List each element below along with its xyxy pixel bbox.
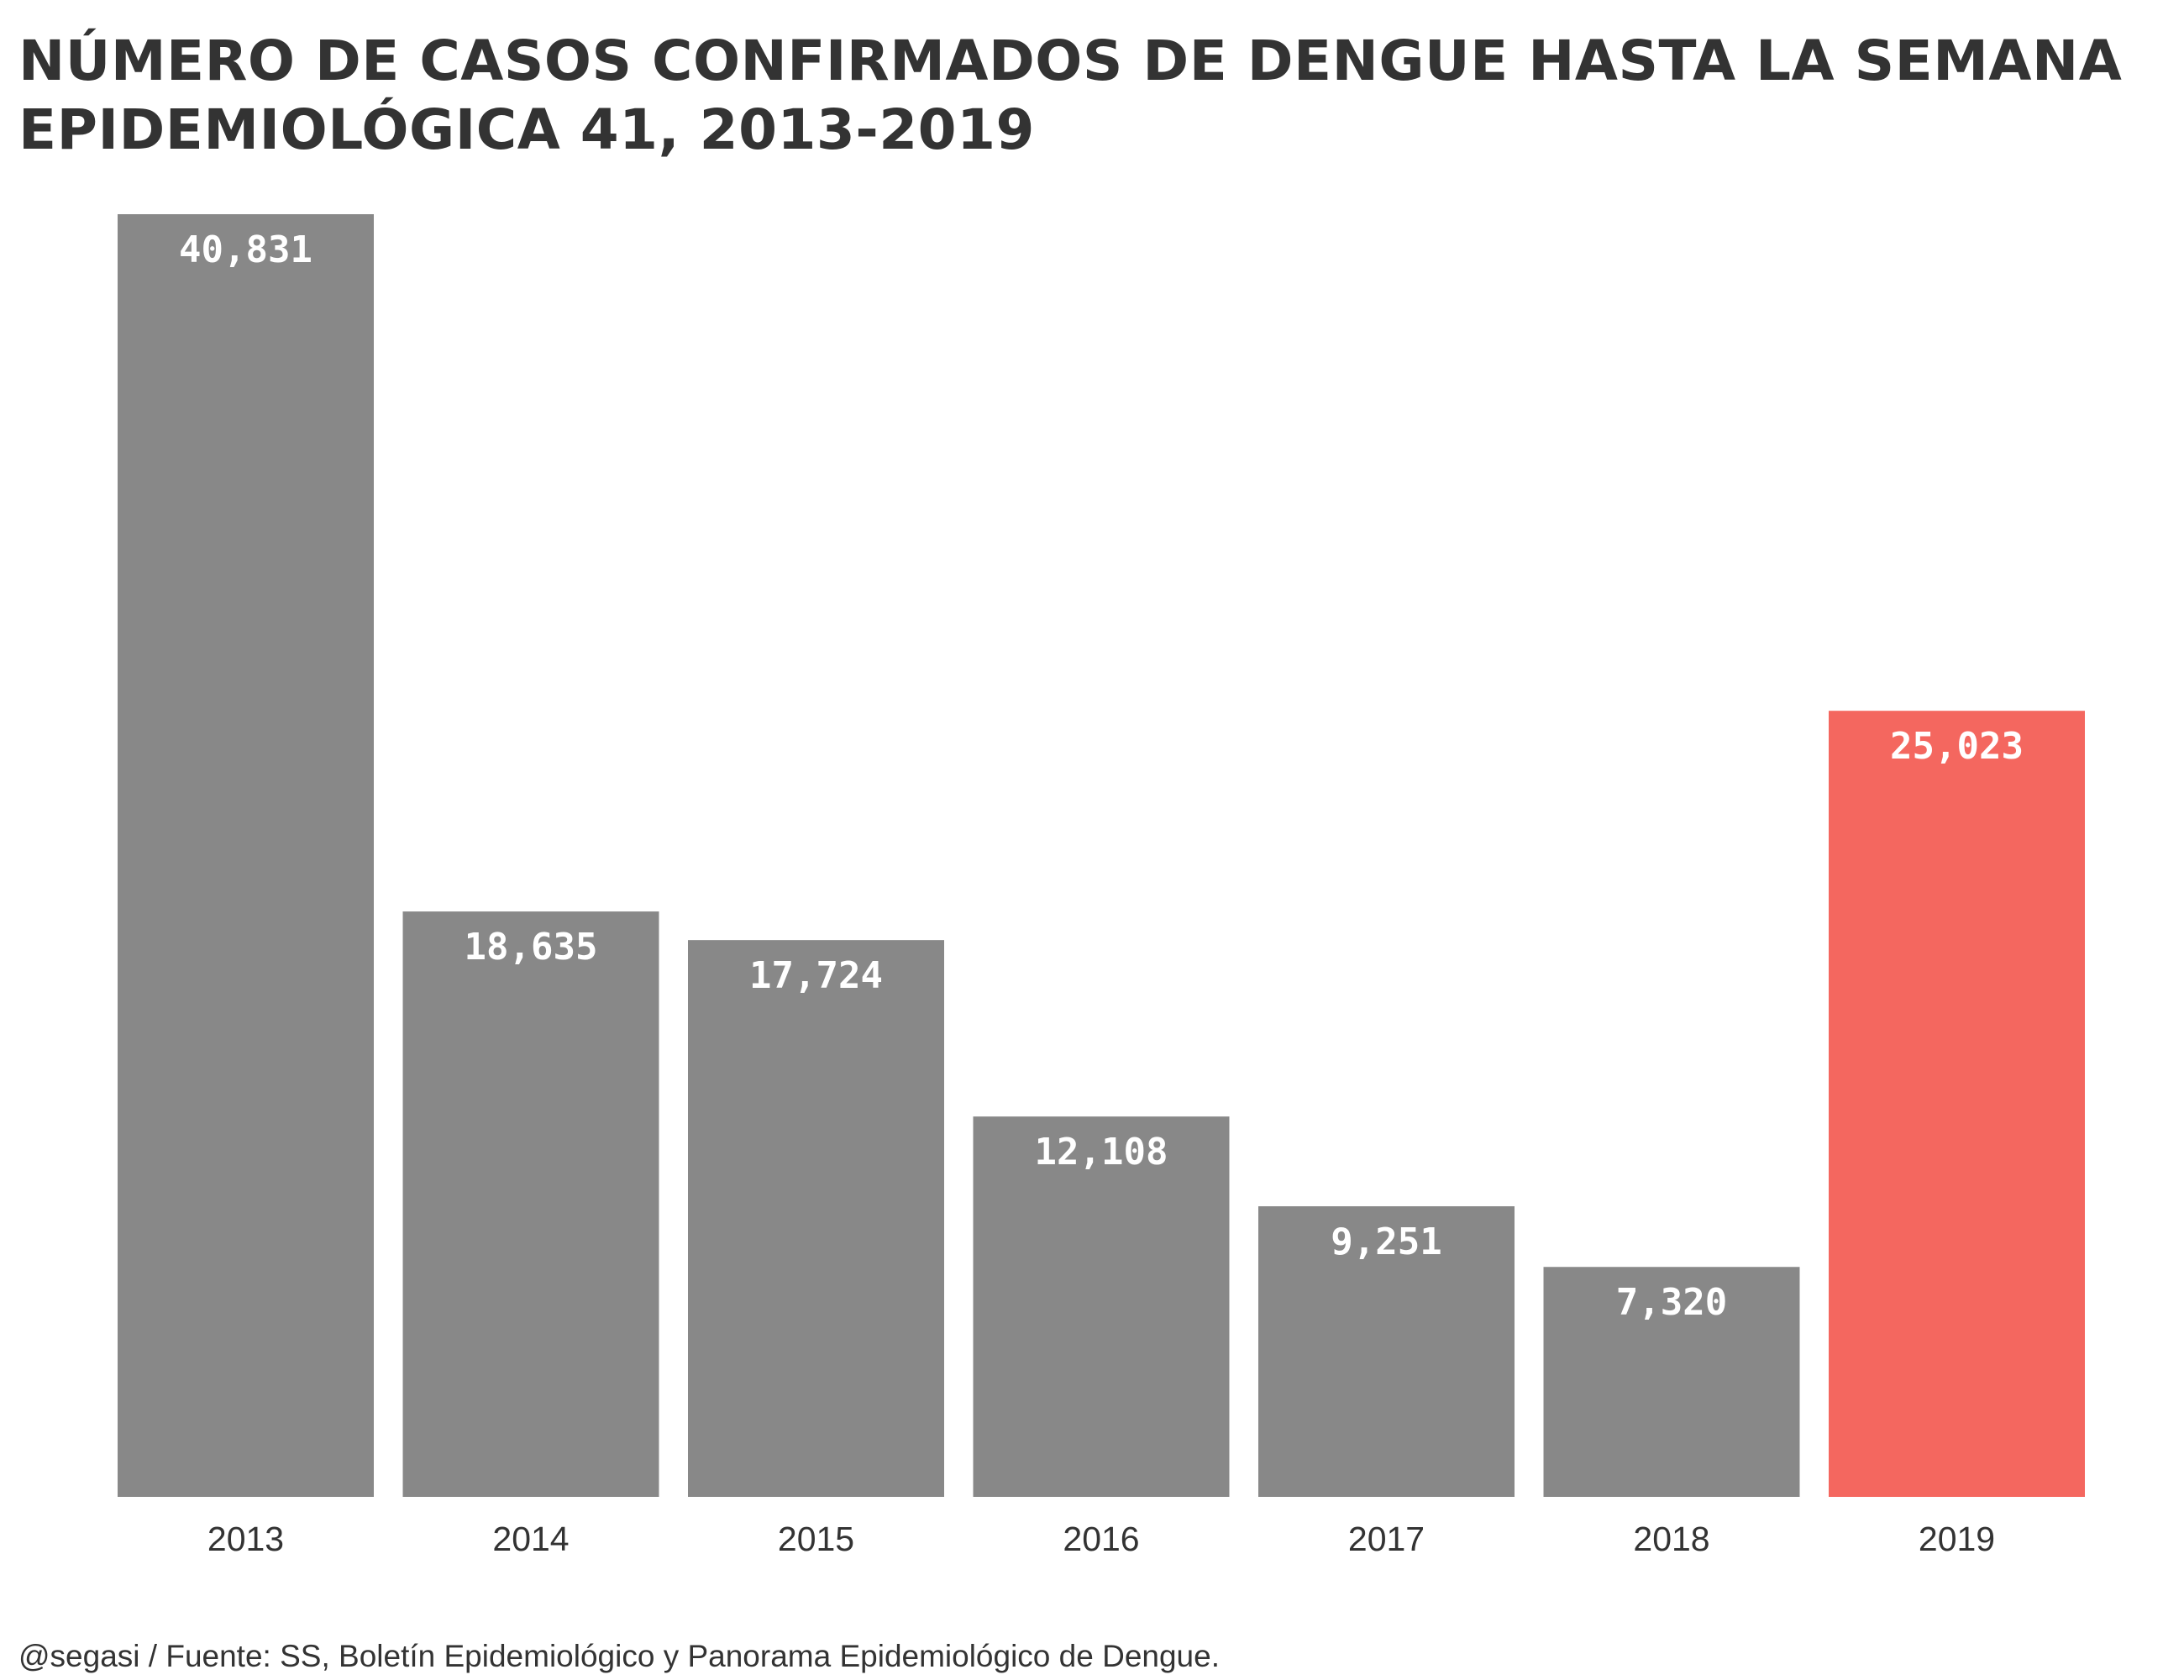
x-tick-label-2017: 2017 <box>1348 1520 1425 1558</box>
bar-value-labels: 40,831 18,635 17,724 12,108 9,251 7,320 25,023 <box>179 228 2024 1324</box>
bar-value-label-2015: 17,724 <box>749 954 883 997</box>
bars-layer <box>118 214 2085 1497</box>
bar-value-label-2016: 12,108 <box>1035 1131 1168 1173</box>
bar-2014 <box>402 911 659 1497</box>
bar-2013 <box>118 214 374 1497</box>
bar-value-label-2017: 9,251 <box>1331 1221 1441 1263</box>
bar-2015 <box>688 940 944 1497</box>
source-caption: @segasi / Fuente: SS, Boletín Epidemioló… <box>18 1639 1220 1673</box>
x-tick-label-2015: 2015 <box>778 1520 854 1558</box>
bar-value-label-2019: 25,023 <box>1890 725 2024 768</box>
x-tick-label-2019: 2019 <box>1919 1520 1995 1558</box>
bar-2019 <box>1829 711 2085 1497</box>
bar-value-label-2018: 7,320 <box>1616 1281 1727 1324</box>
x-tick-label-2013: 2013 <box>207 1520 284 1558</box>
bar-2016 <box>973 1116 1230 1497</box>
chart-title: NÚMERO DE CASOS CONFIRMADOS DE DENGUE HA… <box>18 29 2123 162</box>
x-tick-label-2018: 2018 <box>1633 1520 1709 1558</box>
x-tick-label-2016: 2016 <box>1063 1520 1139 1558</box>
x-tick-label-2014: 2014 <box>492 1520 569 1558</box>
bar-value-label-2013: 40,831 <box>179 228 312 271</box>
bar-chart: 40,831 18,635 17,724 12,108 9,251 7,320 25,023… <box>118 214 2085 1558</box>
bar-2018 <box>1543 1267 1800 1497</box>
bar-2017 <box>1258 1206 1515 1497</box>
x-axis-tick-labels: 2013 2014 2015 2016 2017 2018 2019 <box>207 1520 1995 1558</box>
bar-value-label-2014: 18,635 <box>465 926 598 969</box>
